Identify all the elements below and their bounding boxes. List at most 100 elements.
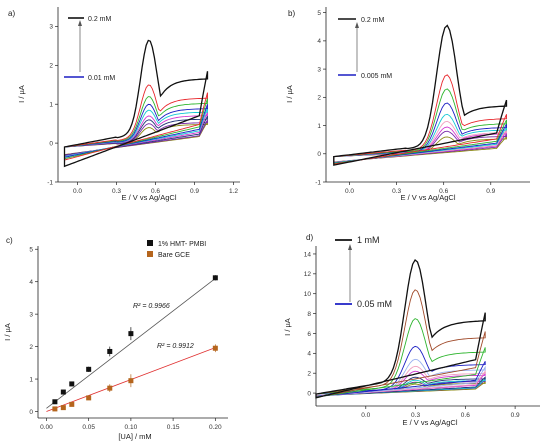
annotation-top-a: 0.2 mM <box>88 16 112 23</box>
y-axis-label-c: I / µA <box>3 323 12 341</box>
y-tick-label-c: 4 <box>29 279 33 286</box>
y-tick-label-c: 5 <box>29 247 33 254</box>
ticks-b: 0.0 0.3 0.6 0.9 -1 0 1 2 3 4 5 <box>315 10 495 195</box>
cv-curve-b-1 <box>333 74 507 165</box>
x-tick-label-c: 0.15 <box>167 424 180 431</box>
cv-curve-d-2 <box>315 318 486 398</box>
y-tick-label-c: 3 <box>29 311 33 318</box>
annotation-top-d: 1 mM <box>357 235 380 245</box>
x-tick-label-b: 0.9 <box>486 188 495 195</box>
legend-label-bare: Bare GCE <box>158 252 190 259</box>
y-tick-label-a: 1 <box>49 102 53 109</box>
y-tick-label-a: 2 <box>49 63 53 70</box>
fit-line-0 <box>46 278 216 409</box>
y-tick-label-c: 0 <box>29 409 33 416</box>
y-tick-label-b: 5 <box>317 10 321 17</box>
y-tick-label-d: 8 <box>307 311 311 318</box>
data-point-1-3 <box>86 395 92 401</box>
y-tick-label-d: 12 <box>304 271 312 278</box>
y-tick-label-d: 6 <box>307 331 311 338</box>
data-point-1-2 <box>69 401 75 407</box>
curves-d <box>315 259 486 399</box>
panel-label-a: a) <box>8 9 15 18</box>
data-point-0-6 <box>212 275 218 281</box>
data-point-0-1 <box>60 389 66 395</box>
y-tick-label-d: 2 <box>307 371 311 378</box>
data-point-1-1 <box>60 405 66 411</box>
legend-marker-bare <box>147 251 153 257</box>
x-tick-label-b: 0.0 <box>345 188 354 195</box>
plot-c <box>46 275 218 412</box>
cv-curve-d-1 <box>315 289 486 398</box>
y-tick-label-b: 1 <box>317 123 321 130</box>
x-tick-label-a: 0.0 <box>73 188 82 195</box>
y-tick-label-d: 10 <box>304 291 312 298</box>
cv-curve-a-1 <box>64 84 208 161</box>
x-tick-label-d: 0.6 <box>461 412 470 419</box>
y-axis-label-d: I / µA <box>283 318 292 336</box>
cv-curve-a-3 <box>64 103 208 158</box>
y-tick-label-c: 2 <box>29 344 33 351</box>
panel-a: a) E / V vs Ag/AgCl I / µA 0.0 0.3 0.6 0.9 1… <box>8 7 240 202</box>
x-axis-label-c: [UA] / mM <box>118 432 151 441</box>
y-axis-label-b: I / µA <box>285 85 294 103</box>
data-point-0-2 <box>69 381 75 387</box>
y-tick-label-b: 4 <box>317 38 321 45</box>
y-tick-label-a: -1 <box>47 179 53 186</box>
x-tick-label-a: 0.6 <box>151 188 160 195</box>
cv-curve-a-0 <box>63 39 209 168</box>
y-tick-label-b: 2 <box>317 95 321 102</box>
data-point-1-0 <box>52 406 58 412</box>
curves-a <box>63 39 209 168</box>
x-tick-label-a: 0.3 <box>112 188 121 195</box>
panel-b: b) E / V vs Ag/AgCl I / µA 0.0 0.3 0.6 0.9 -… <box>285 7 530 202</box>
x-axis-label-a: E / V vs Ag/AgCl <box>121 193 176 202</box>
legend-label-hmt: 1% HMT- PMBI <box>158 241 206 248</box>
x-tick-label-c: 0.05 <box>82 424 95 431</box>
cv-curve-a-5 <box>64 111 208 157</box>
y-axis-label-a: I / µA <box>17 85 26 103</box>
curves-b <box>333 24 508 166</box>
panel-label-b: b) <box>288 9 295 18</box>
arrowhead-b <box>355 22 359 28</box>
x-tick-label-c: 0.20 <box>209 424 222 431</box>
y-tick-label-a: 0 <box>49 140 53 147</box>
x-tick-label-b: 0.6 <box>439 188 448 195</box>
x-tick-label-d: 0.9 <box>511 412 520 419</box>
y-tick-label-d: 14 <box>304 251 312 258</box>
x-tick-label-c: 0.10 <box>125 424 138 431</box>
y-tick-label-b: -1 <box>315 179 321 186</box>
arrowhead-d <box>348 244 352 250</box>
y-tick-label-a: 3 <box>49 24 53 31</box>
data-point-1-4 <box>107 385 113 391</box>
data-point-0-3 <box>86 366 92 372</box>
y-tick-label-d: 0 <box>307 390 311 397</box>
cv-curve-b-0 <box>333 24 508 166</box>
annotation-bottom-a: 0.01 mM <box>88 75 115 82</box>
y-tick-label-d: 4 <box>307 351 311 358</box>
ticks-c: 0.00 0.05 0.10 0.15 0.20 0 1 2 3 4 5 <box>29 247 222 431</box>
annotation-bottom-d: 0.05 mM <box>357 299 392 309</box>
r2-label-bare: R² = 0.9912 <box>157 343 194 350</box>
panel-label-d: d) <box>306 233 313 242</box>
cv-curve-d-0 <box>315 259 486 399</box>
y-tick-label-b: 0 <box>317 151 321 158</box>
r2-label-hmt: R² = 0.9966 <box>133 303 170 310</box>
x-tick-label-a: 0.9 <box>190 188 199 195</box>
annotation-bottom-b: 0.005 mM <box>361 73 392 80</box>
data-point-0-4 <box>107 348 113 354</box>
panel-d: d) E / V vs Ag/AgCl I / µA 0.0 0.3 0.6 0.90… <box>283 233 540 427</box>
arrowhead-a <box>78 20 82 26</box>
cv-curve-b-5 <box>333 120 507 164</box>
legend-marker-hmt <box>147 240 153 246</box>
cv-curve-d-3 <box>315 345 486 398</box>
x-tick-label-c: 0.00 <box>40 424 53 431</box>
ticks-a: 0.0 0.3 0.6 0.9 1.2 -1 0 1 2 3 <box>47 24 238 195</box>
x-axis-label-d: E / V vs Ag/AgCl <box>402 418 457 427</box>
x-tick-label-a: 1.2 <box>229 188 238 195</box>
data-point-0-0 <box>52 399 58 405</box>
panel-label-c: c) <box>6 236 13 245</box>
data-point-1-6 <box>212 345 218 351</box>
x-tick-label-d: 0.3 <box>411 412 420 419</box>
